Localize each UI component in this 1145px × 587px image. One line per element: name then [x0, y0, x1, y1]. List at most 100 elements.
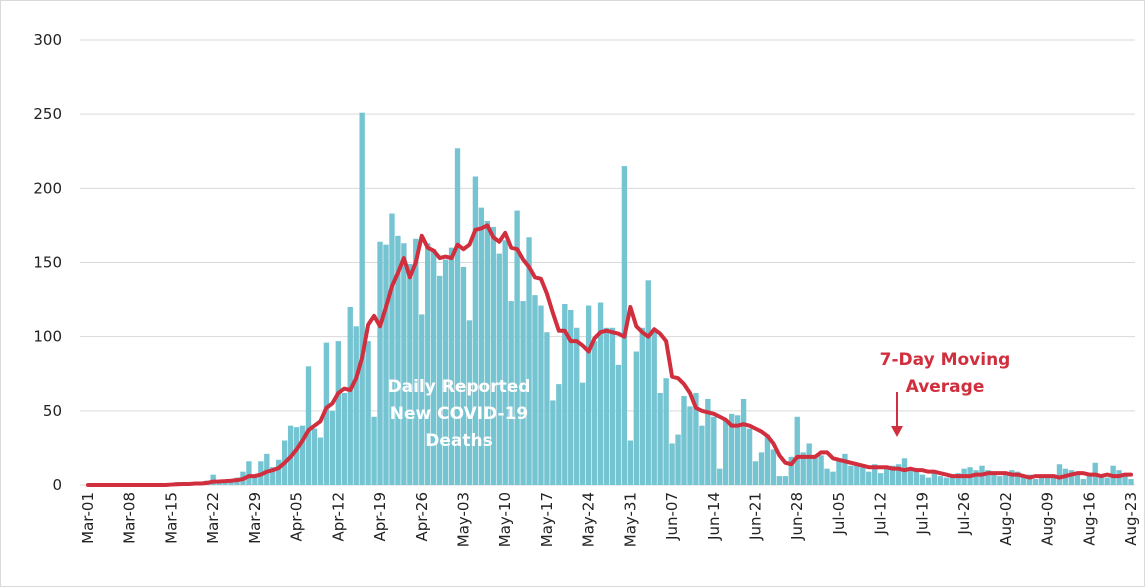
x-tick-label: Jul-26 — [955, 492, 973, 536]
x-tick-label: May-03 — [454, 492, 472, 547]
x-tick-label: Apr-19 — [371, 492, 389, 542]
bar — [359, 112, 365, 485]
y-tick-label: 300 — [33, 31, 62, 49]
y-tick-label: 150 — [33, 254, 62, 272]
bar — [1003, 473, 1009, 485]
y-tick-label: 200 — [33, 179, 62, 197]
bar — [448, 247, 455, 485]
bar — [436, 275, 443, 485]
bar — [377, 241, 383, 485]
bar — [276, 459, 282, 485]
bar — [425, 243, 431, 485]
x-tick-label: Jun-07 — [663, 492, 681, 541]
bar — [627, 440, 634, 485]
bar — [919, 474, 926, 485]
annotation-arrowhead — [891, 426, 903, 437]
bar — [478, 207, 485, 485]
x-tick-label: Jul-19 — [913, 492, 931, 536]
bar — [305, 366, 312, 485]
bar — [824, 468, 830, 485]
bar — [562, 304, 568, 485]
x-tick-label: May-31 — [621, 492, 639, 547]
x-tick-label: Jun-21 — [747, 492, 765, 541]
bar — [639, 327, 645, 485]
bar — [800, 452, 806, 485]
x-tick-label: May-17 — [538, 492, 556, 547]
bar — [669, 443, 675, 485]
x-tick-label: Mar-22 — [204, 492, 222, 544]
bar — [860, 464, 866, 485]
bar — [413, 238, 419, 485]
bar — [675, 434, 681, 485]
bar — [347, 307, 353, 485]
bar — [925, 477, 932, 485]
bar — [723, 419, 729, 485]
bar — [681, 396, 687, 485]
y-tick-label: 50 — [43, 402, 62, 420]
x-tick-label: Jul-05 — [830, 492, 848, 536]
bar — [514, 210, 520, 486]
bar — [454, 148, 461, 486]
bar — [836, 459, 842, 485]
bar — [460, 266, 467, 485]
bar — [788, 456, 794, 485]
x-tick-label: Mar-01 — [79, 492, 97, 544]
bar — [335, 341, 342, 485]
bar — [842, 453, 848, 485]
bar — [907, 470, 914, 485]
x-tick-label: Apr-05 — [288, 492, 306, 542]
bar — [1086, 474, 1092, 485]
bar — [973, 470, 979, 485]
bar — [717, 468, 723, 485]
bar — [585, 305, 592, 485]
bar — [728, 413, 735, 485]
bar — [502, 240, 508, 485]
bar — [1026, 474, 1033, 485]
bar — [663, 378, 669, 485]
bar — [466, 320, 473, 485]
bar — [329, 410, 336, 485]
bar — [997, 476, 1003, 485]
bar — [538, 305, 544, 485]
bar — [1044, 476, 1051, 485]
bar — [264, 453, 270, 485]
bar — [484, 220, 491, 485]
bar — [544, 332, 550, 485]
bar — [597, 302, 604, 485]
bar — [615, 364, 622, 485]
bar — [651, 330, 657, 485]
x-tick-label: Jun-14 — [705, 492, 723, 541]
bar — [299, 425, 306, 485]
y-tick-label: 250 — [33, 105, 62, 123]
bar — [1122, 476, 1128, 485]
x-tick-label: May-10 — [496, 492, 514, 547]
bar — [693, 393, 699, 485]
bar — [782, 476, 789, 485]
bar — [1080, 479, 1087, 485]
bar — [752, 461, 759, 485]
bar — [1038, 476, 1045, 485]
x-tick-label: Apr-26 — [413, 492, 431, 542]
bar — [949, 476, 955, 485]
x-tick-label: Mar-08 — [121, 492, 139, 544]
bar — [496, 253, 502, 485]
bar — [830, 471, 836, 485]
bar — [603, 327, 610, 485]
bar — [574, 327, 580, 485]
bar — [895, 464, 902, 485]
annotation: Deaths — [425, 431, 492, 451]
x-tick-label: Jul-12 — [872, 492, 890, 536]
bar — [866, 471, 872, 485]
bar — [591, 341, 598, 485]
bar — [353, 326, 359, 485]
bar — [568, 309, 574, 485]
bar — [252, 476, 258, 485]
bar — [985, 470, 991, 485]
x-tick-label: Aug-16 — [1080, 492, 1098, 546]
bar — [1056, 464, 1063, 485]
bar — [812, 455, 818, 485]
bar — [383, 244, 389, 485]
bar — [270, 467, 276, 485]
bar — [1032, 479, 1039, 485]
